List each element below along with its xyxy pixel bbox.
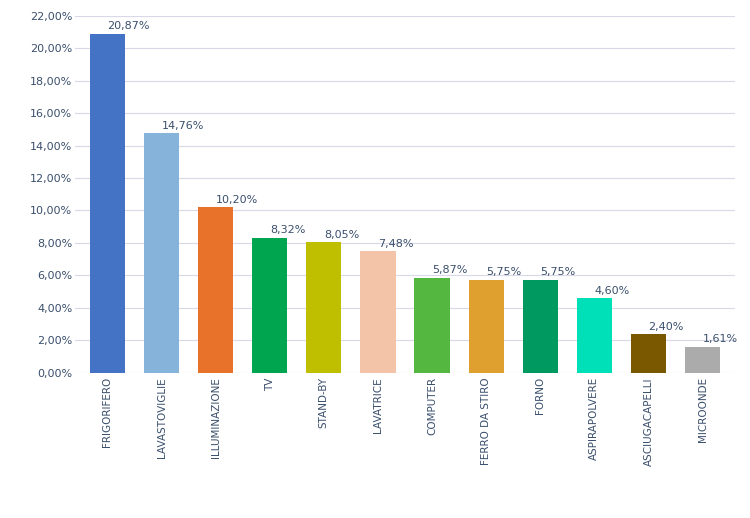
Text: 5,75%: 5,75% [486,267,521,277]
Text: 14,76%: 14,76% [161,121,204,131]
Text: 8,05%: 8,05% [324,230,359,240]
Bar [144,133,179,373]
Text: 2,40%: 2,40% [649,322,684,332]
Bar [360,251,395,373]
Bar [415,278,450,373]
Text: 20,87%: 20,87% [107,21,150,32]
Bar [198,207,233,373]
Bar [523,280,558,373]
Text: 8,32%: 8,32% [270,225,305,235]
Text: 5,75%: 5,75% [540,267,575,277]
Bar [306,242,341,373]
Text: 4,60%: 4,60% [594,286,629,296]
Text: 1,61%: 1,61% [703,334,738,344]
Text: 5,87%: 5,87% [432,265,467,275]
Bar [90,34,125,373]
Bar [631,334,666,373]
Bar [685,347,720,373]
Text: 7,48%: 7,48% [378,239,413,249]
Text: 10,20%: 10,20% [216,195,258,205]
Bar [577,298,612,373]
Bar [469,280,504,373]
Bar [252,238,287,373]
